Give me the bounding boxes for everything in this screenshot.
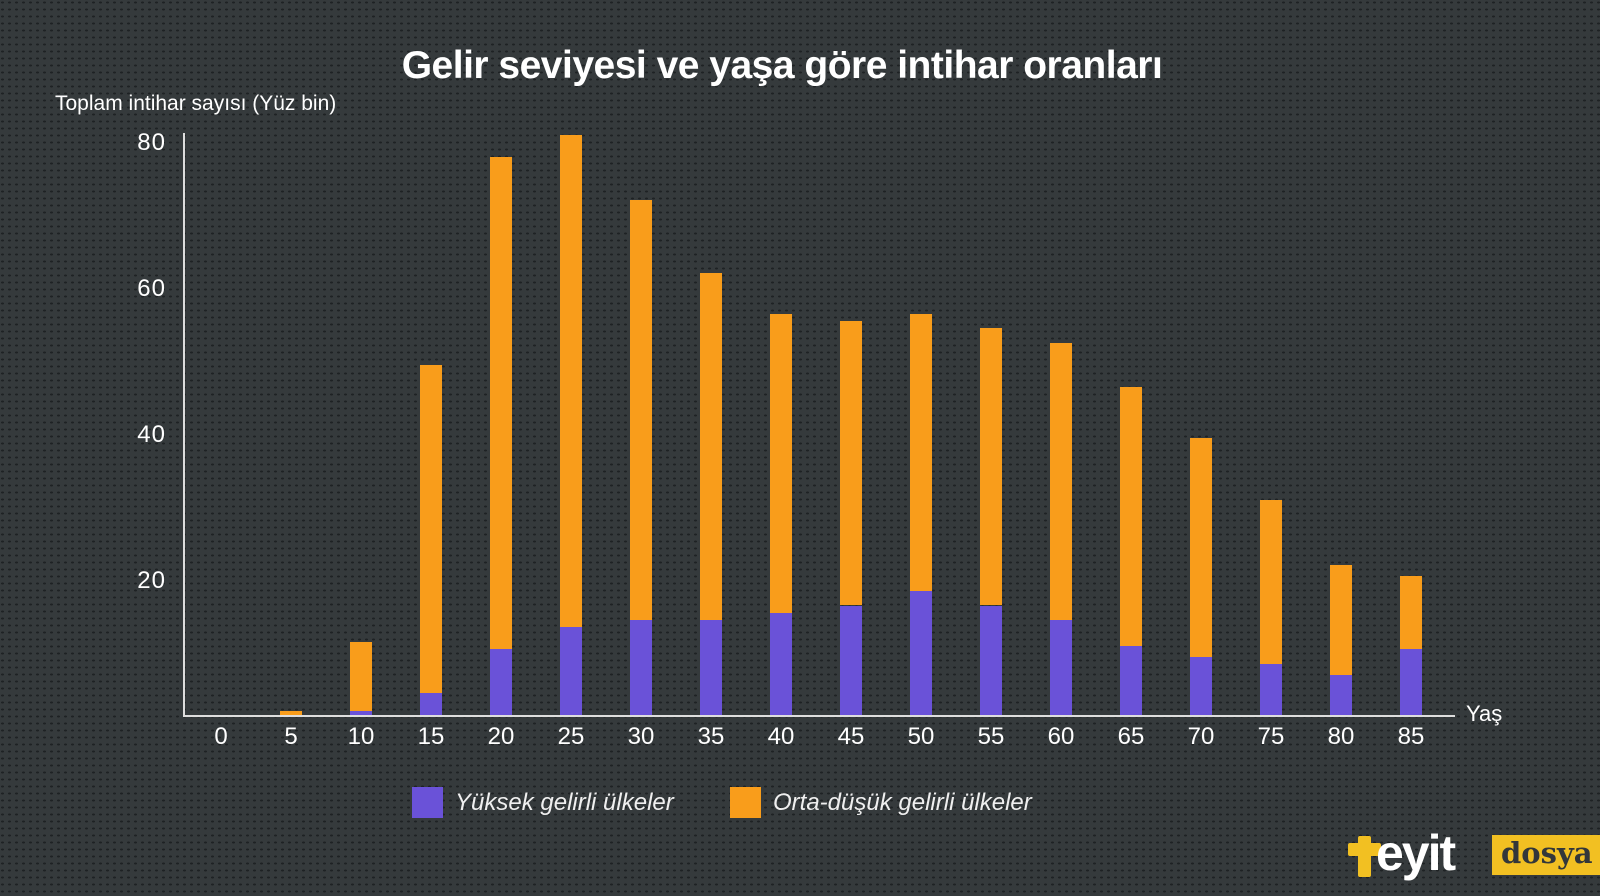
bar-segment-high-income	[1330, 674, 1352, 715]
bar-segment-mid-low-income	[630, 200, 652, 621]
y-axis-title: Toplam intihar sayısı (Yüz bin)	[55, 92, 337, 115]
x-axis-line	[183, 715, 1455, 717]
dosya-badge: dosya	[1492, 835, 1600, 875]
legend-swatch-mid-low-income	[730, 787, 761, 818]
bar-segment-high-income	[1050, 620, 1072, 715]
brand-logo: eyit dosya	[1330, 820, 1600, 882]
bar-segment-mid-low-income	[280, 711, 302, 715]
bar-segment-mid-low-income	[1050, 342, 1072, 621]
x-tick-label: 45	[837, 723, 865, 750]
bar-segment-mid-low-income	[350, 642, 372, 712]
bar-segment-high-income	[1260, 663, 1282, 715]
bar-segment-high-income	[770, 612, 792, 715]
legend-label-high-income: Yüksek gelirli ülkeler	[455, 789, 674, 816]
x-tick-label: 50	[907, 723, 935, 750]
bar-segment-high-income	[1120, 645, 1142, 715]
x-tick-label: 40	[767, 723, 795, 750]
bar-segment-mid-low-income	[1120, 386, 1142, 646]
bar-segment-high-income	[630, 620, 652, 715]
y-tick-label: 40	[137, 421, 166, 448]
x-axis-title: Yaş	[1466, 701, 1503, 726]
bar-segment-mid-low-income	[1400, 576, 1422, 650]
bar-segment-mid-low-income	[490, 156, 512, 650]
legend-swatch-high-income	[412, 787, 443, 818]
x-tick-label: 55	[977, 723, 1005, 750]
x-tick-label: 65	[1117, 723, 1145, 750]
legend-label-mid-low-income: Orta-düşük gelirli ülkeler	[773, 789, 1032, 816]
y-tick-label: 60	[137, 275, 166, 302]
x-tick-label: 60	[1047, 723, 1075, 750]
x-tick-label: 70	[1187, 723, 1215, 750]
bar-segment-high-income	[840, 605, 862, 715]
bar-segment-high-income	[700, 620, 722, 715]
teyit-logo-text: eyit	[1376, 825, 1456, 881]
bar-segment-mid-low-income	[770, 313, 792, 613]
bar-segment-high-income	[1190, 656, 1212, 715]
bar-segment-mid-low-income	[1260, 499, 1282, 664]
bar-segment-mid-low-income	[700, 273, 722, 621]
chart-title: Gelir seviyesi ve yaşa göre intihar oran…	[401, 44, 1163, 87]
bar-segment-high-income	[980, 605, 1002, 715]
bar-segment-high-income	[560, 627, 582, 715]
bar-segment-mid-low-income	[980, 328, 1002, 606]
x-tick-label: 80	[1327, 723, 1355, 750]
x-tick-label: 75	[1257, 723, 1285, 750]
teyit-plus-t-icon-bar	[1348, 843, 1381, 856]
x-tick-label: 10	[347, 723, 375, 750]
bar-segment-high-income	[490, 649, 512, 715]
bar-segment-mid-low-income	[420, 364, 442, 694]
x-tick-label: 25	[557, 723, 585, 750]
x-tick-label: 15	[417, 723, 445, 750]
bar-segment-high-income	[1400, 649, 1422, 715]
x-tick-label: 0	[214, 723, 228, 750]
bar-segment-mid-low-income	[1190, 437, 1212, 657]
bar-segment-mid-low-income	[910, 313, 932, 591]
x-tick-label: 35	[697, 723, 725, 750]
bar-segment-high-income	[420, 693, 442, 715]
y-tick-label: 80	[137, 129, 166, 156]
bar-segment-high-income	[910, 590, 932, 715]
x-tick-label: 85	[1397, 723, 1425, 750]
bar-segment-mid-low-income	[840, 320, 862, 606]
bar-segment-high-income	[350, 711, 372, 715]
x-tick-label: 5	[284, 723, 298, 750]
y-axis-line	[183, 133, 185, 717]
x-tick-label: 30	[627, 723, 655, 750]
bar-segment-mid-low-income	[1330, 565, 1352, 675]
x-tick-label: 20	[487, 723, 515, 750]
y-tick-label: 20	[137, 567, 166, 594]
bar-segment-mid-low-income	[560, 134, 582, 628]
